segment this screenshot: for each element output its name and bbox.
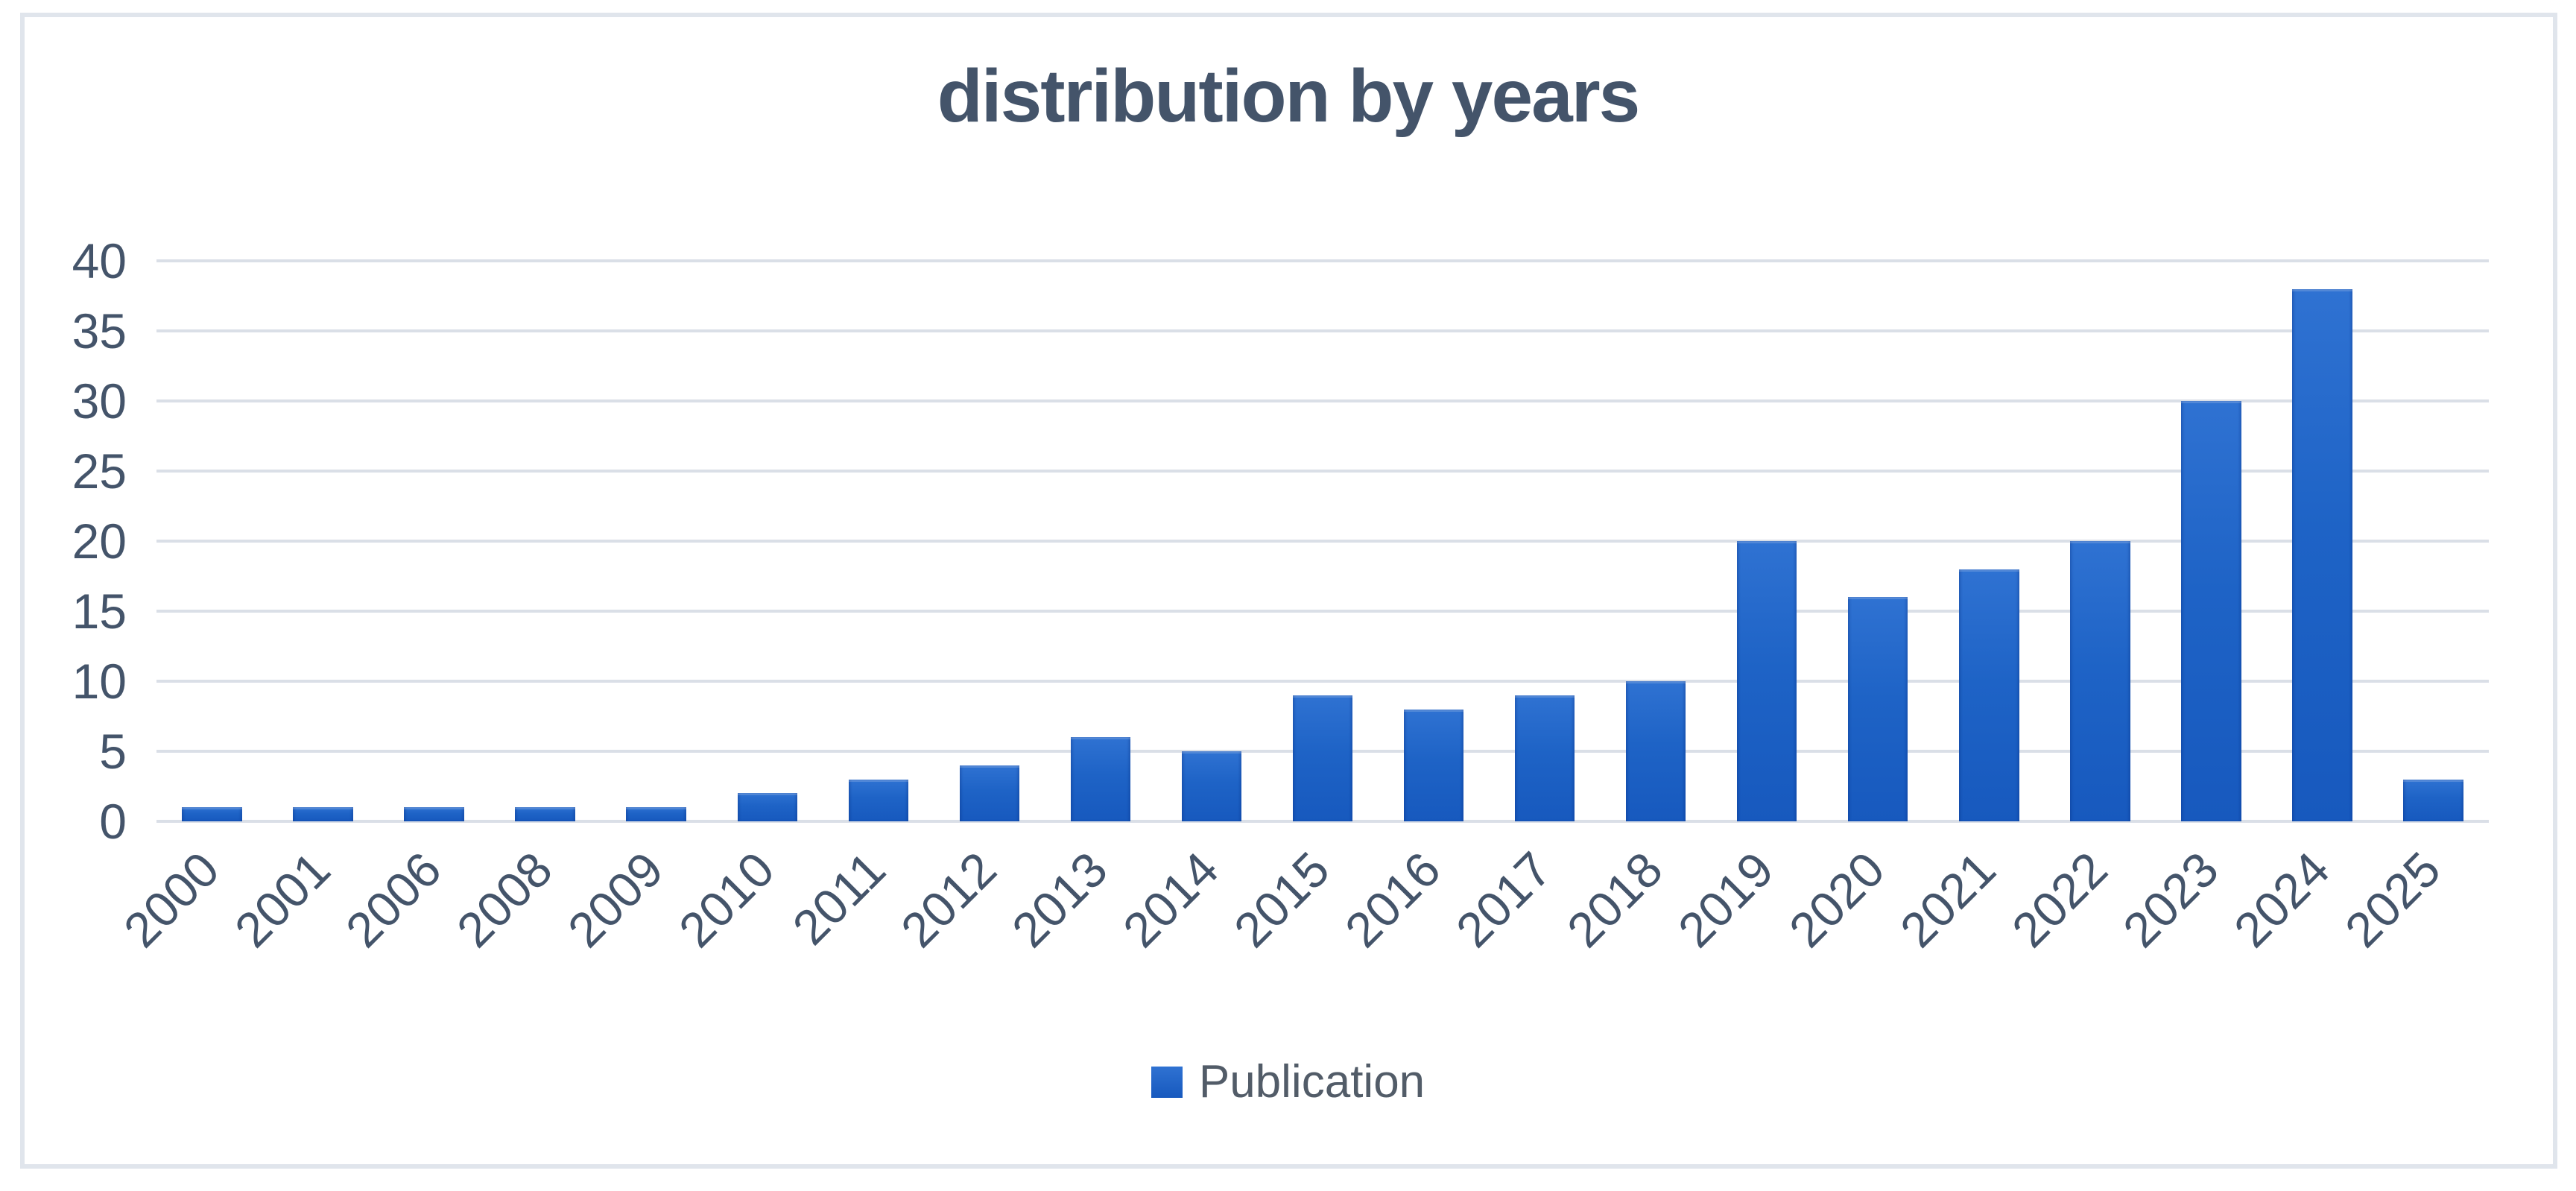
bar-slot-2010 bbox=[712, 261, 823, 821]
bar-slot-2013 bbox=[1045, 261, 1156, 821]
gridline-25 bbox=[156, 470, 2489, 473]
legend-label: Publication bbox=[1198, 1056, 1425, 1108]
bar-2012 bbox=[959, 765, 1020, 821]
y-tick-25: 25 bbox=[72, 443, 127, 499]
bar-slot-2011 bbox=[823, 261, 934, 821]
bar-2008 bbox=[515, 807, 575, 821]
bar-slot-2018 bbox=[1601, 261, 1712, 821]
y-tick-30: 30 bbox=[72, 373, 127, 429]
bar-2010 bbox=[737, 793, 797, 821]
bar-slot-2016 bbox=[1379, 261, 1490, 821]
bar-2022 bbox=[2070, 541, 2130, 821]
legend-marker-square bbox=[1151, 1066, 1183, 1098]
bar-2021 bbox=[1959, 569, 2019, 821]
bar-2024 bbox=[2292, 288, 2352, 821]
bar-slot-2012 bbox=[934, 261, 1045, 821]
bar-2013 bbox=[1070, 737, 1131, 821]
bar-slot-2024 bbox=[2267, 261, 2378, 821]
bar-2014 bbox=[1181, 751, 1242, 821]
bar-slot-2023 bbox=[2156, 261, 2267, 821]
bar-2020 bbox=[1847, 597, 1908, 821]
y-tick-10: 10 bbox=[72, 654, 127, 709]
bar-2011 bbox=[848, 779, 909, 821]
gridline-10 bbox=[156, 680, 2489, 683]
bar-2019 bbox=[1736, 541, 1797, 821]
chart-title: distribution by years bbox=[937, 54, 1641, 138]
chart-frame bbox=[20, 13, 2557, 1169]
bar-slot-2008 bbox=[490, 261, 601, 821]
bar-2016 bbox=[1403, 709, 1464, 821]
legend: Publication bbox=[0, 1055, 2576, 1108]
bar-2009 bbox=[626, 807, 686, 821]
bar-slot-2017 bbox=[1490, 261, 1601, 821]
y-tick-35: 35 bbox=[72, 303, 127, 358]
bar-2001 bbox=[293, 807, 353, 821]
gridline-35 bbox=[156, 329, 2489, 332]
bar-slot-2001 bbox=[268, 261, 379, 821]
y-tick-40: 40 bbox=[72, 233, 127, 288]
bar-slot-2021 bbox=[1934, 261, 2045, 821]
y-tick-0: 0 bbox=[99, 794, 127, 849]
bar-2015 bbox=[1292, 695, 1353, 821]
bar-slot-2019 bbox=[1712, 261, 1823, 821]
gridline-0 bbox=[156, 820, 2489, 823]
bar-slot-2015 bbox=[1267, 261, 1378, 821]
bar-slot-2020 bbox=[1823, 261, 1934, 821]
gridline-15 bbox=[156, 610, 2489, 613]
y-tick-15: 15 bbox=[72, 584, 127, 639]
bar-slot-2022 bbox=[2045, 261, 2156, 821]
bar-slot-2006 bbox=[379, 261, 490, 821]
plot-area bbox=[156, 259, 2489, 823]
bar-2018 bbox=[1625, 681, 1686, 821]
bar-slot-2000 bbox=[156, 261, 268, 821]
bar-slot-2025 bbox=[2378, 261, 2489, 821]
y-tick-20: 20 bbox=[72, 514, 127, 569]
gridline-30 bbox=[156, 399, 2489, 402]
bar-series-publication bbox=[156, 261, 2489, 821]
gridline-40 bbox=[156, 259, 2489, 262]
bar-slot-2009 bbox=[601, 261, 712, 821]
bar-2023 bbox=[2181, 401, 2241, 821]
bar-slot-2014 bbox=[1156, 261, 1267, 821]
bar-2017 bbox=[1514, 695, 1575, 821]
y-tick-5: 5 bbox=[99, 724, 127, 779]
bar-2000 bbox=[182, 807, 242, 821]
gridline-20 bbox=[156, 540, 2489, 543]
bar-2006 bbox=[404, 807, 464, 821]
bar-2025 bbox=[2403, 779, 2463, 821]
